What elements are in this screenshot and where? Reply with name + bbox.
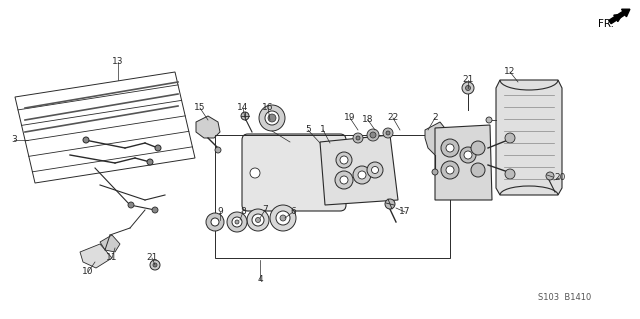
Circle shape [546, 172, 554, 180]
Circle shape [153, 263, 157, 267]
Circle shape [147, 159, 153, 165]
Circle shape [280, 215, 286, 221]
FancyArrow shape [609, 9, 630, 24]
Circle shape [150, 260, 160, 270]
Circle shape [232, 217, 242, 227]
Text: 12: 12 [504, 68, 516, 77]
Text: 13: 13 [112, 57, 124, 66]
Text: FR.: FR. [598, 19, 614, 29]
Circle shape [252, 214, 264, 226]
Circle shape [367, 129, 379, 141]
Circle shape [353, 133, 363, 143]
Circle shape [336, 152, 352, 168]
Text: 8: 8 [240, 207, 246, 217]
Text: 11: 11 [106, 254, 118, 263]
Circle shape [259, 105, 285, 131]
Polygon shape [100, 235, 120, 252]
Text: 21: 21 [462, 76, 474, 85]
Circle shape [432, 169, 438, 175]
Circle shape [215, 147, 221, 153]
Circle shape [367, 162, 383, 178]
FancyBboxPatch shape [242, 134, 346, 211]
Circle shape [471, 163, 485, 177]
Circle shape [340, 176, 348, 184]
Polygon shape [320, 135, 398, 205]
Circle shape [462, 82, 474, 94]
Circle shape [235, 220, 239, 224]
Polygon shape [80, 244, 112, 268]
Circle shape [247, 209, 269, 231]
Circle shape [206, 213, 224, 231]
Circle shape [383, 128, 393, 138]
Text: 17: 17 [399, 207, 411, 217]
Circle shape [386, 131, 390, 135]
Circle shape [370, 132, 376, 138]
Circle shape [460, 147, 476, 163]
Circle shape [356, 136, 360, 140]
Text: 18: 18 [362, 115, 374, 124]
Circle shape [227, 212, 247, 232]
Circle shape [255, 218, 260, 222]
Circle shape [268, 114, 276, 122]
Polygon shape [196, 116, 220, 138]
Text: 14: 14 [237, 103, 249, 113]
Polygon shape [496, 80, 562, 195]
Circle shape [265, 111, 279, 125]
Text: 19: 19 [344, 114, 356, 122]
Circle shape [486, 117, 492, 123]
Circle shape [270, 205, 296, 231]
Circle shape [446, 144, 454, 152]
Circle shape [465, 85, 470, 91]
Circle shape [371, 167, 378, 174]
Circle shape [385, 199, 395, 209]
Circle shape [446, 166, 454, 174]
Text: 21: 21 [147, 254, 157, 263]
Circle shape [505, 133, 515, 143]
Circle shape [250, 168, 260, 178]
Circle shape [152, 207, 158, 213]
Text: 2: 2 [432, 114, 438, 122]
Text: 10: 10 [83, 268, 93, 277]
Text: 16: 16 [262, 103, 274, 113]
Circle shape [211, 218, 219, 226]
Circle shape [83, 137, 89, 143]
Circle shape [340, 156, 348, 164]
Circle shape [155, 145, 161, 151]
Text: 4: 4 [257, 276, 263, 285]
Text: 20: 20 [554, 174, 566, 182]
Text: 5: 5 [305, 125, 311, 135]
Circle shape [441, 161, 459, 179]
Text: 9: 9 [217, 207, 223, 217]
Text: 15: 15 [195, 103, 205, 113]
Circle shape [276, 211, 290, 225]
Circle shape [471, 141, 485, 155]
Text: 1: 1 [320, 125, 326, 135]
Circle shape [335, 171, 353, 189]
Circle shape [241, 112, 249, 120]
Text: S103  B1410: S103 B1410 [538, 293, 591, 302]
Circle shape [358, 171, 366, 179]
Circle shape [353, 166, 371, 184]
Text: 22: 22 [387, 114, 399, 122]
Circle shape [128, 202, 134, 208]
Polygon shape [425, 122, 448, 155]
Text: 3: 3 [11, 136, 17, 145]
Polygon shape [435, 125, 492, 200]
Circle shape [505, 169, 515, 179]
Circle shape [441, 139, 459, 157]
Text: 6: 6 [290, 207, 296, 217]
Text: 7: 7 [262, 205, 268, 214]
Circle shape [464, 151, 472, 159]
